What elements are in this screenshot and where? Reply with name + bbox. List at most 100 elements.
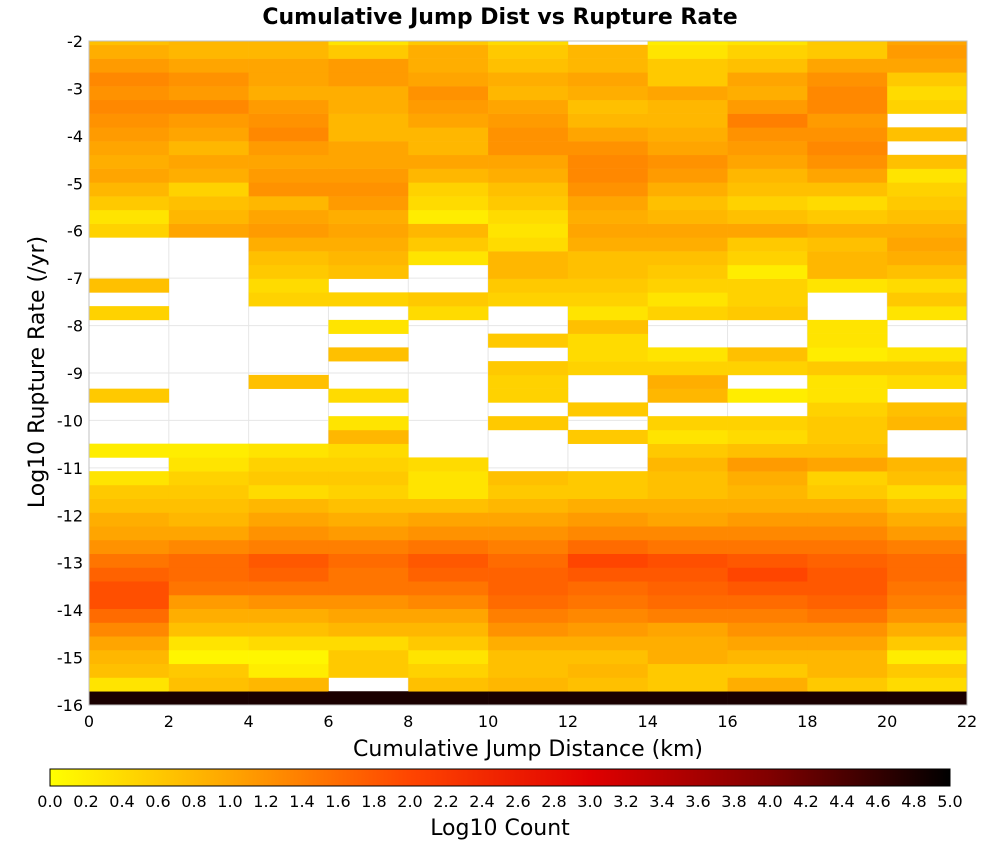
heatmap-cell [887, 237, 968, 252]
heatmap-cell [488, 41, 569, 46]
heatmap-cell [89, 608, 170, 623]
heatmap-cell [647, 594, 728, 610]
heatmap-cell [488, 691, 569, 706]
heatmap-cell [248, 498, 329, 513]
heatmap-cell [248, 251, 329, 266]
colorbar-tick-label: 3.4 [649, 792, 674, 811]
colorbar-tick-label: 2.0 [397, 792, 422, 811]
heatmap-cell [328, 663, 409, 678]
heatmap-cell [647, 553, 728, 568]
heatmap-cell [248, 512, 329, 527]
colorbar-tick-label: 2.4 [469, 792, 494, 811]
heatmap-cell [887, 649, 968, 665]
heatmap-cell [727, 141, 808, 156]
heatmap-cell [727, 663, 808, 678]
heatmap-cell [567, 72, 649, 87]
x-tick-label: 22 [957, 712, 977, 731]
heatmap-cell [408, 237, 489, 252]
heatmap-cell [807, 58, 888, 73]
heatmap-cell [567, 333, 649, 348]
y-tick-label: -16 [57, 696, 83, 715]
heatmap-cell [408, 209, 489, 224]
heatmap-cell [807, 498, 888, 513]
heatmap-cell [807, 333, 888, 348]
heatmap-cell [328, 113, 409, 128]
heatmap-cell [248, 264, 329, 279]
heatmap-cell [248, 86, 329, 101]
heatmap-cell [168, 443, 249, 458]
heatmap-cell [647, 209, 728, 224]
heatmap-cell [647, 113, 728, 128]
heatmap-cell [488, 72, 569, 87]
heatmap-cell [887, 526, 968, 541]
heatmap-cell [248, 691, 329, 706]
heatmap-cell [567, 113, 649, 128]
heatmap-cell [567, 594, 649, 610]
heatmap-cell [887, 154, 968, 169]
heatmap-cell [727, 608, 808, 623]
heatmap-cell [807, 41, 888, 46]
heatmap-cell [887, 567, 968, 582]
heatmap-cell [488, 498, 569, 513]
heatmap-cell [807, 457, 888, 472]
heatmap-cell [727, 539, 808, 555]
heatmap-cell [328, 498, 409, 513]
heatmap-cell [328, 416, 409, 431]
heatmap-cell [488, 553, 569, 568]
heatmap-cell [328, 44, 409, 59]
heatmap-cell [887, 361, 968, 376]
heatmap-cell [807, 567, 888, 582]
heatmap-cell [727, 251, 808, 266]
heatmap-cell [727, 636, 808, 651]
x-tick-label: 18 [797, 712, 817, 731]
heatmap-cell [887, 58, 968, 73]
heatmap-cell [488, 58, 569, 73]
heatmap-cell [647, 429, 728, 444]
heatmap-cell [567, 622, 649, 637]
heatmap-cell [727, 264, 808, 279]
heatmap-cell [567, 429, 649, 444]
heatmap-cell [887, 374, 968, 389]
colorbar-tick-label: 1.0 [217, 792, 242, 811]
heatmap-cell [408, 141, 489, 156]
heatmap-cell [727, 209, 808, 224]
heatmap-cell [807, 223, 888, 238]
heatmap-cell [408, 663, 489, 678]
heatmap-cell [168, 622, 249, 637]
heatmap-cell [488, 44, 569, 59]
heatmap-cell [647, 127, 728, 142]
heatmap-cell [408, 41, 489, 46]
heatmap-cell [567, 512, 649, 527]
heatmap-cell [727, 429, 808, 444]
heatmap-cell [89, 636, 170, 651]
heatmap-cell [807, 471, 888, 486]
heatmap-cell [488, 154, 569, 169]
heatmap-cell [488, 264, 569, 279]
heatmap-cell [168, 691, 249, 706]
y-tick-label: -10 [57, 411, 83, 430]
heatmap-cell [248, 141, 329, 156]
heatmap-cell [89, 553, 170, 568]
heatmap-cell [168, 58, 249, 73]
heatmap-cell [567, 402, 649, 417]
heatmap-cell [567, 347, 649, 362]
heatmap-cell [727, 388, 808, 403]
heatmap-cell [248, 553, 329, 568]
heatmap-cell [488, 416, 569, 431]
heatmap-cell [89, 44, 170, 59]
heatmap-cell [807, 622, 888, 637]
heatmap-cell [647, 44, 728, 59]
colorbar-tick-label: 1.6 [325, 792, 350, 811]
x-axis-ticks: 0 2 4 6 8 10 12 14 16 18 20 22 [84, 712, 977, 731]
heatmap-cell [168, 44, 249, 59]
colorbar-tick-label: 1.8 [361, 792, 386, 811]
heatmap-cell [89, 526, 170, 541]
heatmap-cell [488, 223, 569, 238]
heatmap-cell [887, 608, 968, 623]
heatmap-cell [807, 251, 888, 266]
heatmap-cell [807, 113, 888, 128]
heatmap-cell [807, 319, 888, 334]
heatmap-cell [567, 526, 649, 541]
heatmap-cell [89, 278, 170, 293]
chart-title: Cumulative Jump Dist vs Rupture Rate [262, 5, 737, 30]
